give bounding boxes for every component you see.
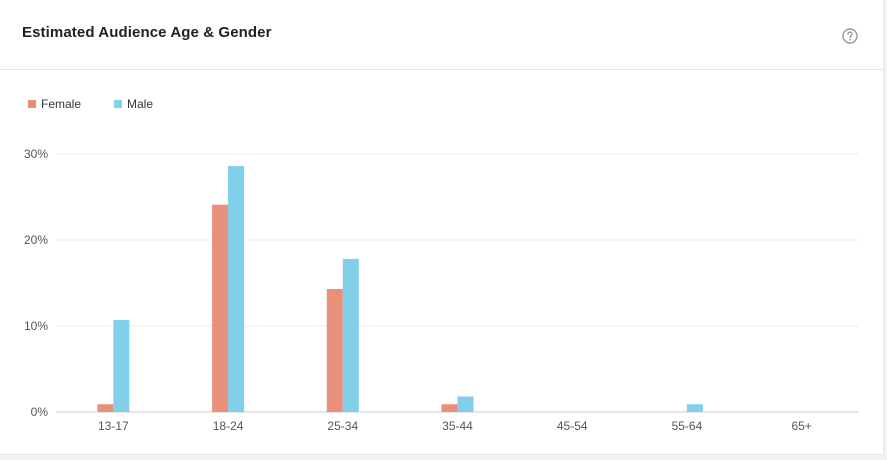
legend-label-female[interactable]: Female <box>41 97 81 111</box>
x-tick-label: 13-17 <box>98 419 129 433</box>
legend-label-male[interactable]: Male <box>127 97 153 111</box>
y-axis: 0% 10% 20% 30% <box>24 147 48 419</box>
question-circle-icon[interactable] <box>842 28 858 44</box>
bar-male-35-44[interactable] <box>457 396 474 412</box>
y-tick-label: 30% <box>24 147 48 161</box>
x-tick-label: 65+ <box>791 419 811 433</box>
x-axis: 13-17 18-24 25-34 35-44 45-54 55-64 65+ <box>98 419 812 433</box>
bar-female-35-44[interactable] <box>441 404 458 412</box>
x-tick-label: 18-24 <box>213 419 244 433</box>
chart-title: Estimated Audience Age & Gender <box>22 24 272 41</box>
y-tick-label: 20% <box>24 233 48 247</box>
bar-male-25-34[interactable] <box>342 258 359 412</box>
bar-chart: Female Male 0% 10% 20% 30% 13-17 18-24 25-34 3… <box>24 97 859 433</box>
legend-swatch-male[interactable] <box>114 100 122 108</box>
bar-male-18-24[interactable] <box>228 166 245 412</box>
y-tick-label: 10% <box>24 319 48 333</box>
x-tick-label: 45-54 <box>557 419 588 433</box>
x-tick-label: 55-64 <box>672 419 703 433</box>
bar-female-25-34[interactable] <box>326 289 343 412</box>
gridlines <box>56 153 859 413</box>
legend-swatch-female[interactable] <box>28 100 36 108</box>
x-tick-label: 35-44 <box>442 419 473 433</box>
bars <box>97 166 703 412</box>
bar-female-18-24[interactable] <box>212 204 229 412</box>
bar-male-13-17[interactable] <box>113 319 130 412</box>
bar-male-55-64[interactable] <box>686 404 703 412</box>
bar-female-13-17[interactable] <box>97 404 114 412</box>
card-header: Estimated Audience Age & Gender <box>0 0 883 70</box>
x-tick-label: 25-34 <box>327 419 358 433</box>
legend: Female Male <box>28 97 153 111</box>
y-tick-label: 0% <box>31 405 49 419</box>
